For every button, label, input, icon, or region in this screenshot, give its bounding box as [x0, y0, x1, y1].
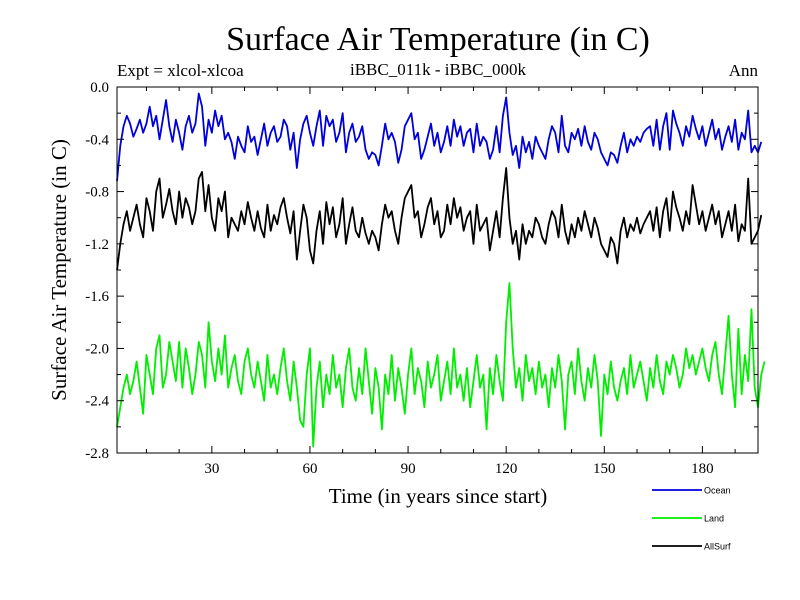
chart-subtitle: iBBC_011k - iBBC_000k	[350, 60, 527, 79]
legend-label-allsurf: AllSurf	[704, 542, 731, 552]
series-line-allsurf	[116, 167, 763, 271]
experiment-label: Expt = xlcol-xlcoa	[117, 61, 244, 80]
y-tick-label: 0.0	[90, 80, 109, 96]
x-tick-label: 60	[302, 461, 317, 477]
y-tick-label: -1.6	[85, 289, 109, 305]
series-line-ocean	[116, 92, 763, 182]
x-axis-label: Time (in years since start)	[329, 484, 548, 508]
season-label: Ann	[729, 61, 759, 80]
y-tick-label: -0.8	[85, 185, 109, 201]
legend: Ocean Land AllSurf	[652, 486, 731, 552]
y-tick-label: -0.4	[85, 132, 109, 148]
legend-label-ocean: Ocean	[704, 486, 731, 496]
tick-layer: 30 60 90 120 150 180 0.0 -0.4 -0.8 -1.2 -1.6 -2.0 -2…	[85, 80, 758, 477]
x-tick-label: 150	[593, 461, 616, 477]
y-tick-label: -2.4	[85, 394, 109, 410]
x-tick-label: 30	[204, 461, 219, 477]
plot-frame	[116, 86, 759, 454]
y-tick-label: -1.2	[85, 237, 109, 253]
y-axis-label: Surface Air Temperature (in C)	[47, 139, 71, 401]
x-tick-label: 180	[691, 461, 714, 477]
series-layer	[116, 92, 766, 448]
x-tick-label: 120	[495, 461, 518, 477]
y-tick-label: -2.8	[85, 446, 109, 462]
x-tick-label: 90	[401, 461, 416, 477]
chart-title: Surface Air Temperature (in C)	[226, 21, 650, 58]
series-line-land	[116, 282, 766, 448]
y-tick-label: -2.0	[85, 341, 109, 357]
legend-label-land: Land	[704, 514, 724, 524]
